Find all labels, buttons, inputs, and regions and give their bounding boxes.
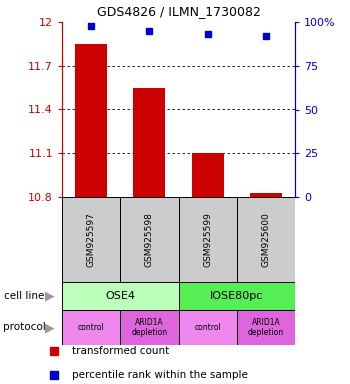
Text: GSM925597: GSM925597 bbox=[87, 212, 96, 267]
Text: ARID1A
depletion: ARID1A depletion bbox=[248, 318, 284, 337]
Text: GSM925598: GSM925598 bbox=[145, 212, 154, 267]
Bar bbox=[62, 282, 178, 310]
Bar bbox=[178, 282, 295, 310]
Text: protocol: protocol bbox=[4, 323, 46, 333]
Title: GDS4826 / ILMN_1730082: GDS4826 / ILMN_1730082 bbox=[97, 5, 260, 18]
Bar bbox=[133, 88, 166, 197]
Bar bbox=[237, 197, 295, 282]
Text: control: control bbox=[194, 323, 221, 332]
Text: ▶: ▶ bbox=[45, 321, 55, 334]
Bar bbox=[120, 197, 178, 282]
Bar bbox=[178, 197, 237, 282]
Text: GSM925599: GSM925599 bbox=[203, 212, 212, 267]
Bar bbox=[62, 197, 120, 282]
Bar bbox=[75, 44, 107, 197]
Text: ▶: ▶ bbox=[45, 290, 55, 303]
Text: cell line: cell line bbox=[4, 291, 44, 301]
Text: ARID1A
depletion: ARID1A depletion bbox=[131, 318, 167, 337]
Text: GSM925600: GSM925600 bbox=[261, 212, 270, 267]
Bar bbox=[62, 310, 120, 345]
Bar bbox=[178, 310, 237, 345]
Bar bbox=[120, 310, 178, 345]
Bar bbox=[191, 153, 224, 197]
Bar bbox=[250, 193, 282, 197]
Text: IOSE80pc: IOSE80pc bbox=[210, 291, 264, 301]
Text: percentile rank within the sample: percentile rank within the sample bbox=[72, 370, 248, 380]
Text: transformed count: transformed count bbox=[72, 346, 169, 356]
Text: control: control bbox=[78, 323, 105, 332]
Bar bbox=[237, 310, 295, 345]
Text: OSE4: OSE4 bbox=[105, 291, 135, 301]
